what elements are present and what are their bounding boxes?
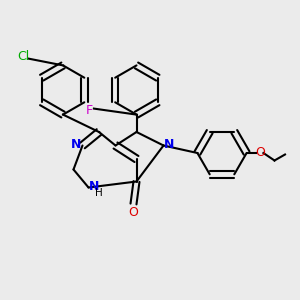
Text: Cl: Cl [17,50,29,64]
Text: N: N [71,138,81,152]
Text: N: N [164,138,175,152]
Text: N: N [89,180,100,193]
Text: F: F [86,103,93,117]
Text: O: O [255,146,265,160]
Text: H: H [95,188,103,199]
Text: O: O [129,206,138,219]
